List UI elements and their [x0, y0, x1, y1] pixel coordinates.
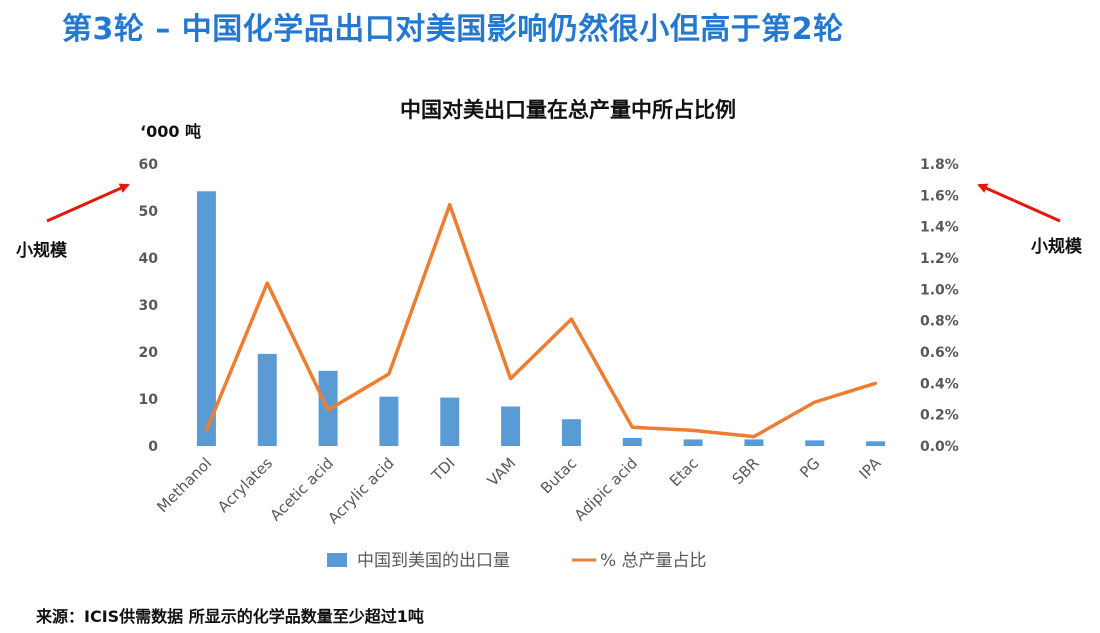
line-point-ipa — [874, 381, 878, 385]
category-label: SBR — [729, 454, 763, 488]
left-axis-ticks: 0 10 20 30 40 50 60 — [139, 157, 159, 455]
line-point-acrylic-acid — [387, 372, 391, 376]
bar-tdi — [440, 397, 460, 446]
left-tick-label: 50 — [139, 204, 159, 220]
bar-vam — [501, 406, 521, 446]
category-label: Etac — [666, 454, 702, 490]
left-red-arrow — [46, 183, 130, 223]
left-tick-label: 60 — [139, 157, 159, 173]
category-label: VAM — [484, 454, 520, 490]
bar-sbr — [744, 439, 764, 446]
right-tick-label: 1.2% — [920, 251, 959, 267]
right-tick-label: 0.6% — [920, 345, 959, 361]
line-point-adipic-acid — [630, 425, 634, 429]
category-label: Acrylates — [214, 454, 276, 516]
right-tick-label: 1.8% — [920, 157, 959, 173]
legend-swatch-bar — [327, 553, 347, 567]
category-label: Acrylic acid — [324, 454, 397, 527]
bar-series — [196, 191, 886, 446]
bar-adipic-acid — [622, 438, 642, 446]
left-tick-label: 30 — [139, 298, 159, 314]
legend-label-bar: 中国到美国的出口量 — [357, 551, 510, 571]
bar-butac — [561, 419, 581, 446]
line-point-acetic-acid — [326, 408, 330, 412]
category-label: Butac — [537, 454, 580, 497]
bar-methanol — [196, 191, 216, 446]
right-axis-ticks: 0.0% 0.2% 0.4% 0.6% 0.8% 1.0% 1.2% 1.4% 1.6% 1.8% — [920, 157, 959, 455]
category-label: Methanol — [153, 454, 215, 516]
left-tick-label: 40 — [139, 251, 159, 267]
chart-title: 中国对美出口量在总产量中所占比例 — [400, 98, 736, 122]
line-point-sbr — [752, 435, 756, 439]
legend-label-line: % 总产量占比 — [600, 551, 707, 571]
left-tick-label: 10 — [139, 392, 159, 408]
bar-pg — [805, 440, 825, 446]
bar-etac — [683, 439, 703, 446]
line-series — [204, 202, 878, 439]
left-annotation: 小规模 — [16, 241, 67, 261]
bar-acrylates — [257, 353, 277, 446]
category-label: TDI — [427, 454, 458, 485]
right-tick-label: 0.2% — [920, 408, 959, 424]
right-tick-label: 1.4% — [920, 220, 959, 236]
bar-ipa — [866, 441, 886, 446]
line-point-butac — [569, 317, 573, 321]
slide-title: 第3轮 – 中国化学品出口对美国影响仍然很小但高于第2轮 — [62, 12, 844, 47]
right-tick-label: 1.0% — [920, 282, 959, 298]
right-tick-label: 0.4% — [920, 376, 959, 392]
category-label: Adipic acid — [571, 454, 641, 524]
right-tick-label: 0.0% — [920, 439, 959, 455]
line-point-etac — [691, 428, 695, 432]
right-tick-label: 1.6% — [920, 188, 959, 204]
line-point-tdi — [448, 203, 452, 207]
line-point-pg — [813, 400, 817, 404]
line-point-methanol — [204, 428, 208, 432]
legend: 中国到美国的出口量 % 总产量占比 — [327, 551, 707, 571]
bar-acrylic-acid — [379, 396, 399, 446]
line-percent-of-production — [204, 202, 877, 439]
category-label: IPA — [856, 454, 885, 483]
left-tick-label: 20 — [139, 345, 159, 361]
right-tick-label: 0.8% — [920, 314, 959, 330]
left-tick-label: 0 — [148, 439, 158, 455]
category-label: PG — [796, 454, 823, 481]
line-point-vam — [509, 377, 513, 381]
source-note: 来源：ICIS供需数据 所显示的化学品数量至少超过1吨 — [36, 607, 424, 626]
line-point-acrylates — [265, 281, 269, 285]
y-axis-unit-label: ‘000 吨 — [140, 122, 201, 141]
right-red-arrow — [977, 183, 1061, 223]
right-annotation: 小规模 — [1031, 237, 1082, 257]
